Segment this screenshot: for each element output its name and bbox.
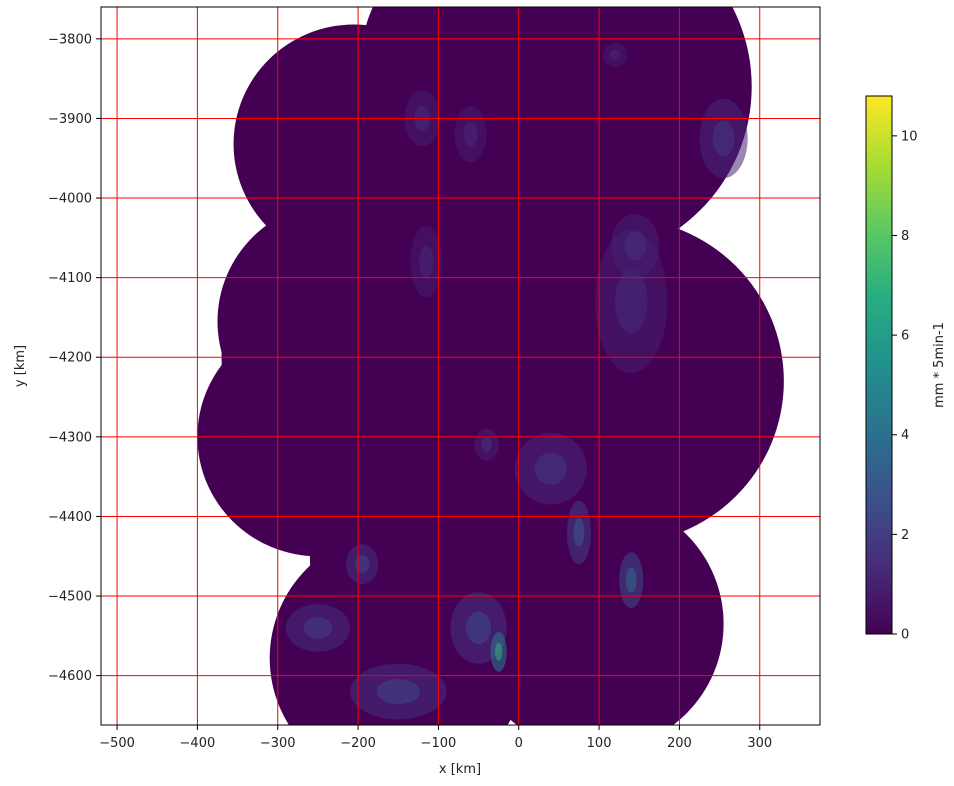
precip-core: [614, 269, 648, 334]
precip-core: [534, 452, 568, 485]
colorbar-label: mm * 5min-1: [932, 322, 947, 408]
y-tick-label: −4100: [48, 271, 92, 286]
x-axis: −500 −400 −300 −200 −100 0 100 200 300: [99, 725, 772, 751]
precip-core: [419, 245, 434, 278]
precip-core: [465, 611, 492, 645]
x-tick-label: −500: [99, 736, 135, 751]
y-tick-label: −4200: [48, 351, 92, 366]
colorbar: 0 2 4 6 8 10 mm * 5min-1: [865, 95, 947, 643]
precip-core: [495, 642, 503, 661]
precip-core: [463, 121, 478, 147]
x-tick-label: 200: [667, 736, 692, 751]
x-tick-label: −100: [421, 736, 457, 751]
colorbar-gradient: [865, 95, 893, 635]
precip-core: [609, 49, 621, 61]
colorbar-tick-label: 8: [901, 229, 909, 244]
precip-core: [624, 231, 647, 261]
colorbar-tick-label: 6: [901, 329, 909, 344]
colorbar-tick-label: 2: [901, 528, 909, 543]
x-tick-label: 300: [747, 736, 772, 751]
y-tick-label: −3900: [48, 112, 92, 127]
precip-core: [354, 555, 370, 574]
precip-core: [376, 679, 420, 705]
x-tick-label: 100: [587, 736, 612, 751]
colorbar-tick-label: 4: [901, 428, 909, 443]
plot-frame: [100, 6, 821, 726]
grid-lines: [101, 7, 820, 725]
y-tick-label: −3800: [48, 32, 92, 47]
x-tick-label: 0: [515, 736, 523, 751]
precip-core: [573, 518, 585, 547]
plot-area: [100, 6, 821, 726]
y-tick-label: −4600: [48, 669, 92, 684]
precip-core: [303, 617, 333, 639]
radar-coverage-field: [197, 7, 784, 725]
y-tick-label: −4300: [48, 430, 92, 445]
y-axis-label: y [km]: [13, 345, 28, 387]
precip-core: [712, 120, 735, 157]
precip-core: [625, 567, 637, 593]
y-axis: −3800 −3900 −4000 −4100 −4200 −4300 −4400 −4500…: [48, 32, 101, 684]
x-tick-label: −300: [260, 736, 296, 751]
y-tick-label: −4000: [48, 192, 92, 207]
x-axis-label: x [km]: [439, 762, 481, 777]
x-tick-label: −200: [340, 736, 376, 751]
y-tick-label: −4500: [48, 590, 92, 605]
precip-core: [481, 437, 493, 452]
colorbar-ticks: 0 2 4 6 8 10: [892, 129, 918, 643]
x-tick-label: −400: [180, 736, 216, 751]
colorbar-tick-label: 10: [901, 129, 918, 144]
colorbar-tick-label: 0: [901, 628, 909, 643]
y-tick-label: −4400: [48, 510, 92, 525]
